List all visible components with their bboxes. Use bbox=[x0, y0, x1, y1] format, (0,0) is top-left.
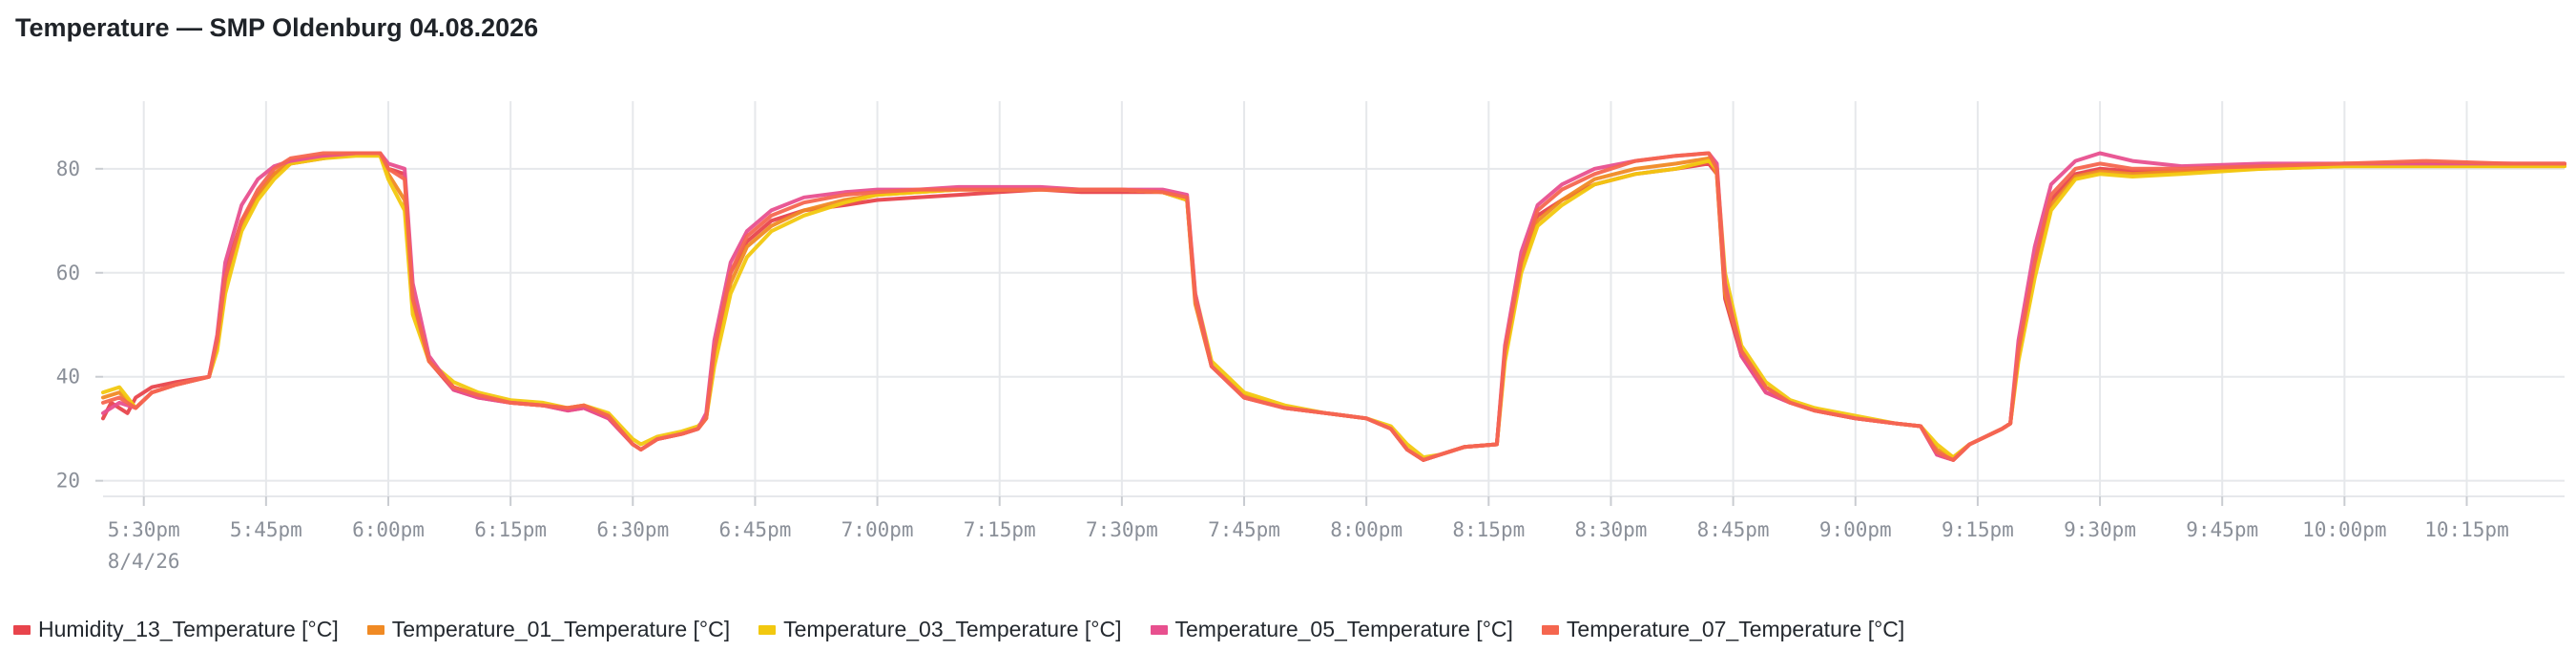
legend-item[interactable]: Temperature_03_Temperature [°C] bbox=[758, 617, 1122, 642]
y-axis-ticks: 20 40 60 80 bbox=[56, 158, 103, 493]
x-tick-label: 6:15pm bbox=[474, 518, 547, 541]
x-tick-label: 8:15pm bbox=[1452, 518, 1525, 541]
x-tick-label: 5:45pm bbox=[230, 518, 302, 541]
legend-swatch bbox=[758, 624, 777, 635]
series-lines bbox=[101, 151, 2566, 462]
x-date-label: 8/4/26 bbox=[108, 550, 180, 573]
legend-item[interactable]: Temperature_07_Temperature [°C] bbox=[1541, 617, 1905, 642]
x-tick-label: 9:45pm bbox=[2186, 518, 2258, 541]
legend-label: Temperature_05_Temperature [°C] bbox=[1174, 617, 1513, 641]
legend-label: Temperature_03_Temperature [°C] bbox=[783, 617, 1122, 641]
legend-swatch bbox=[13, 624, 31, 635]
y-tick-label: 80 bbox=[56, 158, 80, 180]
x-tick-label: 7:45pm bbox=[1208, 518, 1280, 541]
x-tick-label: 9:15pm bbox=[1942, 518, 2014, 541]
x-tick-label: 8:45pm bbox=[1697, 518, 1770, 541]
series-line-3 bbox=[101, 154, 2566, 460]
x-tick-label: 9:00pm bbox=[1819, 518, 1892, 541]
x-tick-label: 8:00pm bbox=[1330, 518, 1402, 541]
x-tick-label: 6:45pm bbox=[719, 518, 792, 541]
x-tick-label: 7:30pm bbox=[1086, 518, 1158, 541]
legend-label: Temperature_01_Temperature [°C] bbox=[391, 617, 731, 641]
x-tick-label: 6:00pm bbox=[352, 518, 425, 541]
legend: Humidity_13_Temperature [°C] Temperature_… bbox=[13, 617, 1904, 642]
legend-item[interactable]: Humidity_13_Temperature [°C] bbox=[13, 617, 339, 642]
x-tick-label: 6:30pm bbox=[596, 518, 669, 541]
series-line-5 bbox=[101, 151, 2566, 462]
horizontal-gridlines bbox=[103, 167, 2565, 497]
line-chart: 20 40 60 80 5:30pm 8/4/26 5:45pm 6:00pm 6:15pm 6… bbox=[56, 101, 2566, 573]
x-tick-label: 10:00pm bbox=[2302, 518, 2387, 541]
y-tick-label: 60 bbox=[56, 262, 80, 284]
x-tick-label: 7:15pm bbox=[964, 518, 1036, 541]
legend-label: Temperature_07_Temperature [°C] bbox=[1566, 617, 1905, 641]
legend-label: Humidity_13_Temperature [°C] bbox=[38, 617, 339, 641]
vertical-gridlines bbox=[142, 101, 2468, 496]
x-tick-label: 7:00pm bbox=[841, 518, 914, 541]
legend-swatch bbox=[1150, 624, 1168, 635]
y-tick-label: 20 bbox=[56, 470, 80, 493]
x-tick-label: 5:30pm bbox=[108, 518, 180, 541]
legend-swatch bbox=[1541, 624, 1559, 635]
legend-item[interactable]: Temperature_05_Temperature [°C] bbox=[1150, 617, 1513, 642]
legend-swatch bbox=[366, 624, 384, 635]
legend-item[interactable]: Temperature_01_Temperature [°C] bbox=[366, 617, 731, 642]
x-tick-label: 10:15pm bbox=[2424, 518, 2509, 541]
x-tick-label: 9:30pm bbox=[2064, 518, 2136, 541]
x-axis-ticks: 5:30pm 8/4/26 5:45pm 6:00pm 6:15pm 6:30pm 6:45… bbox=[108, 496, 2509, 573]
x-tick-label: 8:30pm bbox=[1575, 518, 1648, 541]
y-tick-label: 40 bbox=[56, 366, 80, 388]
chart-title: Temperature — SMP Oldenburg 04.08.2026 bbox=[15, 13, 539, 42]
